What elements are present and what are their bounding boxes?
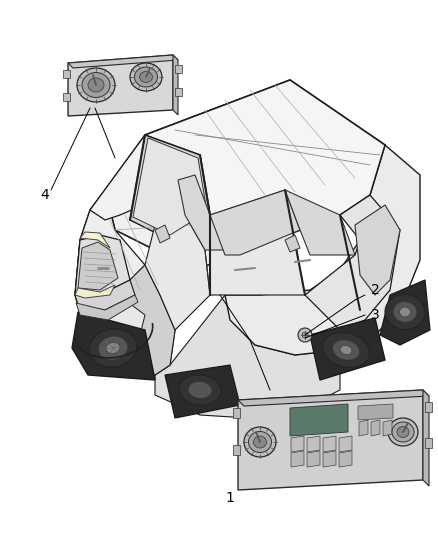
- Ellipse shape: [82, 72, 110, 98]
- Polygon shape: [133, 138, 207, 235]
- Ellipse shape: [179, 375, 221, 405]
- Polygon shape: [238, 390, 429, 406]
- Polygon shape: [175, 65, 182, 73]
- Polygon shape: [72, 312, 155, 380]
- Polygon shape: [130, 135, 210, 240]
- Polygon shape: [78, 242, 118, 290]
- Polygon shape: [310, 318, 385, 380]
- Polygon shape: [155, 225, 170, 243]
- Polygon shape: [291, 436, 304, 452]
- Polygon shape: [291, 451, 304, 467]
- Circle shape: [302, 332, 308, 338]
- Polygon shape: [63, 70, 70, 78]
- Polygon shape: [173, 55, 178, 115]
- Polygon shape: [423, 390, 429, 486]
- Polygon shape: [339, 436, 352, 452]
- Ellipse shape: [393, 302, 417, 322]
- Polygon shape: [75, 235, 130, 295]
- Ellipse shape: [385, 294, 425, 329]
- Polygon shape: [80, 232, 110, 248]
- Polygon shape: [425, 402, 432, 412]
- Ellipse shape: [392, 422, 414, 442]
- Polygon shape: [285, 190, 355, 255]
- Ellipse shape: [248, 432, 272, 453]
- Ellipse shape: [139, 71, 152, 83]
- Polygon shape: [145, 175, 210, 330]
- Ellipse shape: [188, 382, 212, 399]
- Polygon shape: [233, 408, 240, 418]
- Polygon shape: [75, 190, 175, 330]
- Ellipse shape: [244, 427, 276, 457]
- Polygon shape: [383, 420, 392, 436]
- Polygon shape: [63, 93, 70, 101]
- Polygon shape: [305, 195, 400, 330]
- Ellipse shape: [77, 68, 115, 102]
- Text: 2: 2: [371, 283, 379, 297]
- Polygon shape: [100, 265, 175, 375]
- Polygon shape: [175, 88, 182, 96]
- Polygon shape: [307, 451, 320, 467]
- Ellipse shape: [340, 345, 352, 354]
- Ellipse shape: [106, 342, 120, 353]
- Ellipse shape: [254, 436, 266, 448]
- Polygon shape: [210, 190, 300, 255]
- Ellipse shape: [130, 63, 162, 91]
- Ellipse shape: [322, 333, 370, 368]
- Ellipse shape: [397, 426, 409, 438]
- Polygon shape: [355, 205, 400, 295]
- Polygon shape: [380, 280, 430, 345]
- Polygon shape: [359, 420, 368, 436]
- Circle shape: [298, 328, 312, 342]
- Polygon shape: [371, 420, 380, 436]
- Polygon shape: [323, 451, 336, 467]
- Polygon shape: [290, 404, 348, 436]
- Ellipse shape: [98, 336, 128, 360]
- Ellipse shape: [88, 78, 104, 92]
- Ellipse shape: [134, 67, 158, 87]
- Ellipse shape: [332, 340, 360, 360]
- Polygon shape: [76, 295, 138, 320]
- Polygon shape: [105, 80, 385, 270]
- Polygon shape: [68, 55, 178, 68]
- Polygon shape: [425, 438, 432, 448]
- Polygon shape: [339, 451, 352, 467]
- Polygon shape: [75, 280, 135, 310]
- Polygon shape: [285, 235, 300, 252]
- Polygon shape: [165, 365, 240, 418]
- Ellipse shape: [399, 307, 410, 317]
- Polygon shape: [210, 190, 305, 295]
- Ellipse shape: [388, 418, 418, 446]
- Polygon shape: [233, 445, 240, 455]
- Polygon shape: [75, 190, 175, 375]
- Polygon shape: [178, 175, 230, 250]
- Text: 1: 1: [226, 491, 234, 505]
- Polygon shape: [68, 55, 173, 116]
- Text: 3: 3: [371, 308, 379, 322]
- Polygon shape: [358, 404, 393, 420]
- Polygon shape: [90, 135, 200, 220]
- Polygon shape: [75, 285, 115, 298]
- Polygon shape: [323, 436, 336, 452]
- Ellipse shape: [89, 329, 137, 367]
- Polygon shape: [145, 80, 385, 215]
- Polygon shape: [225, 145, 420, 355]
- Polygon shape: [307, 436, 320, 452]
- Polygon shape: [238, 390, 423, 490]
- Text: 4: 4: [41, 188, 49, 202]
- Polygon shape: [155, 295, 340, 420]
